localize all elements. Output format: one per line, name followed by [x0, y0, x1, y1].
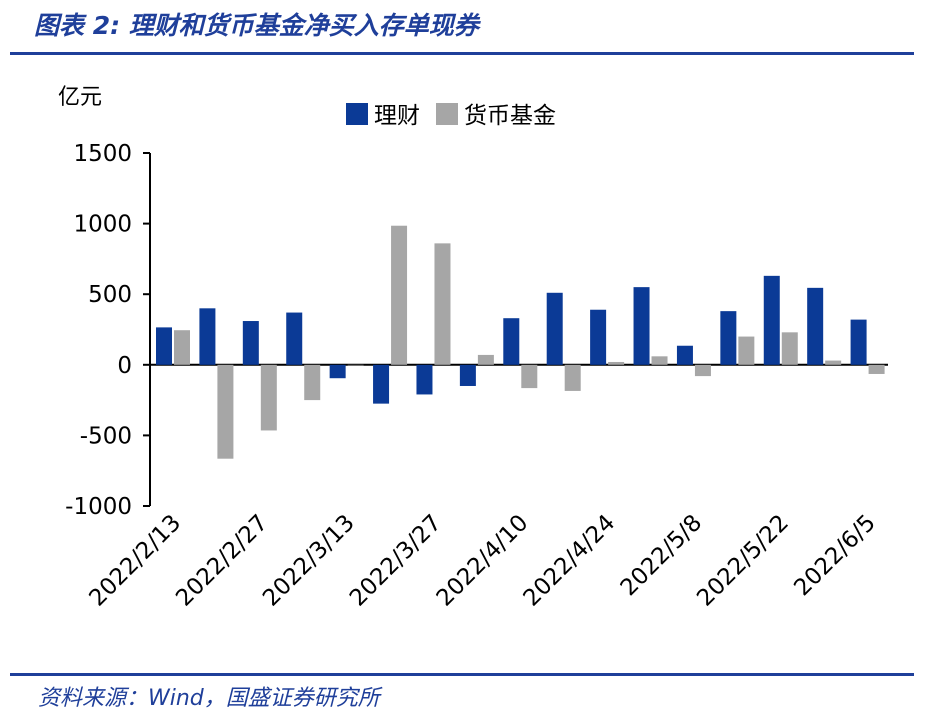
source-note: 资料来源：Wind，国盛证券研究所 [38, 686, 380, 711]
legend-swatch-money-fund [436, 103, 458, 125]
bar-money-fund-2022-4-3 [477, 354, 494, 365]
bar-licai-2022-4-17 [546, 292, 563, 365]
bar-money-fund-2022-3-20 [391, 225, 408, 365]
bar-licai-2022-3-20 [373, 364, 390, 404]
y-tick-label: -500 [80, 423, 132, 449]
figure-title: 图表 2: 理财和货币基金净买入存单现券 [34, 11, 479, 40]
bar-money-fund-2022-6-5 [868, 364, 885, 374]
chart-legend: 理财 货币基金 [346, 103, 556, 129]
legend-swatch-licai [346, 103, 368, 125]
bar-licai-2022-3-27 [416, 364, 433, 395]
bar-money-fund-2022-4-17 [564, 364, 581, 391]
bar-money-fund-2022-2-13 [174, 330, 190, 365]
bar-licai-2022-2-13 [156, 327, 172, 365]
bar-licai-2022-6-5 [850, 319, 867, 365]
chart-bars [156, 225, 885, 459]
bar-licai-2022-4-24 [590, 309, 607, 365]
bar-licai-2022-2-27 [242, 321, 259, 365]
bar-money-fund-2022-5-29 [825, 360, 842, 365]
bar-licai-2022-4-10 [503, 318, 520, 365]
bar-money-fund-2022-4-10 [521, 364, 538, 389]
bar-money-fund-2022-2-27 [260, 364, 277, 431]
legend-label-licai: 理财 [374, 103, 420, 129]
x-tick-label: 2022/2/27 [171, 510, 273, 612]
y-tick-label: 1000 [73, 212, 132, 238]
bar-money-fund-2022-3-13 [347, 364, 364, 366]
bar-licai-2022-3-13 [329, 364, 346, 379]
bar-licai-2022-5-15 [720, 311, 737, 365]
legend-label-money-fund: 货币基金 [464, 103, 556, 129]
bar-money-fund-2022-5-8 [694, 364, 711, 377]
x-tick-label: 2022/6/5 [789, 510, 880, 601]
y-tick-label: 500 [88, 282, 132, 308]
x-tick-label: 2022/5/22 [692, 510, 794, 612]
x-tick-label: 2022/5/8 [616, 510, 707, 601]
x-axis-tick-labels: 2022/2/132022/2/272022/3/132022/3/272022… [84, 510, 880, 612]
bar-licai-2022-5-22 [763, 275, 780, 365]
bar-licai-2022-5-29 [807, 287, 824, 365]
y-axis-unit-label: 亿元 [58, 85, 102, 110]
bar-licai-2022-3-6 [286, 312, 303, 365]
x-tick-label: 2022/3/27 [345, 510, 447, 612]
bar-licai-2022-5-8 [676, 345, 693, 365]
y-tick-label: 0 [117, 353, 132, 379]
bar-licai-2022-5-1 [633, 287, 650, 365]
bar-money-fund-2022-5-22 [781, 332, 798, 365]
top-rule [10, 52, 914, 55]
x-tick-label: 2022/3/13 [258, 510, 360, 612]
bar-money-fund-2022-3-6 [304, 364, 321, 401]
bar-licai-2022-4-3 [459, 364, 476, 386]
x-tick-label: 2022/2/13 [84, 510, 186, 612]
y-tick-label: -1000 [65, 494, 132, 520]
bar-licai-2022-2-20 [199, 308, 216, 365]
bottom-rule [10, 673, 914, 676]
bar-chart: 亿元 理财 货币基金 1500 1000 500 0 -500 -1000 2022/2/1… [58, 85, 888, 612]
x-tick-label: 2022/4/10 [432, 510, 534, 612]
bar-money-fund-2022-2-20 [217, 364, 234, 459]
bar-money-fund-2022-3-27 [434, 243, 451, 365]
bar-money-fund-2022-4-24 [608, 361, 625, 365]
x-tick-label: 2022/4/24 [519, 510, 621, 612]
bar-money-fund-2022-5-1 [651, 356, 668, 365]
bar-money-fund-2022-5-15 [738, 336, 755, 365]
y-tick-label: 1500 [73, 141, 132, 167]
